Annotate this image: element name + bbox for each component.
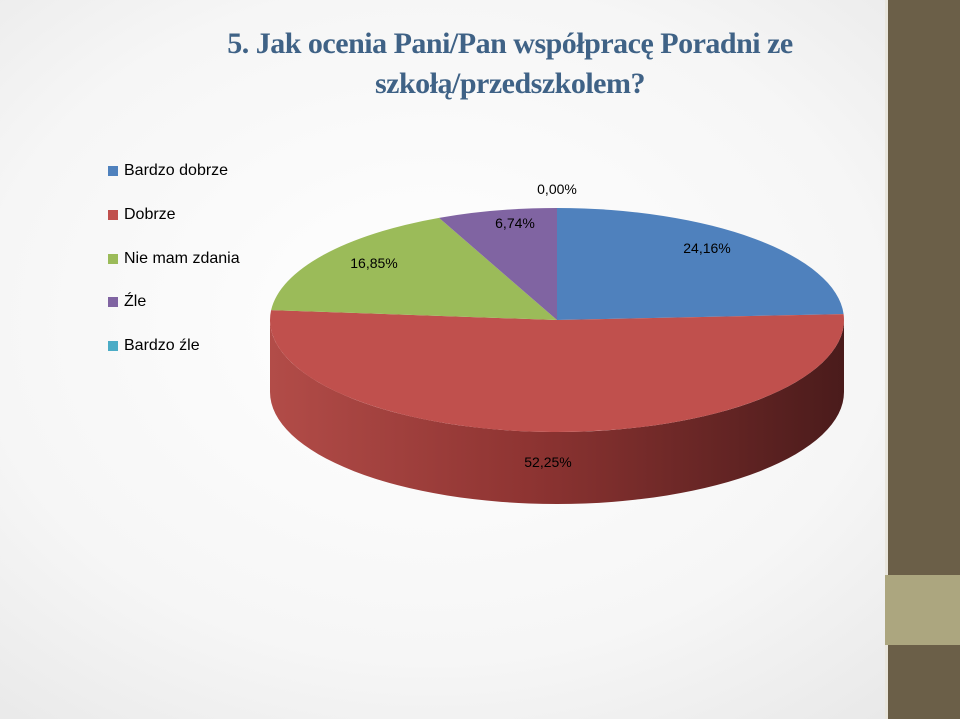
pie-top-layer [270, 208, 844, 432]
data-label-nie-mam-zdania: 16,85% [350, 255, 397, 271]
pie-slice-bardzo-dobrze [557, 208, 844, 320]
data-label-bardzo-dobrze: 24,16% [683, 240, 730, 256]
data-label-źle: 6,74% [495, 215, 535, 231]
data-label-dobrze: 52,25% [524, 454, 571, 470]
data-label-bardzo-źle: 0,00% [537, 181, 577, 197]
